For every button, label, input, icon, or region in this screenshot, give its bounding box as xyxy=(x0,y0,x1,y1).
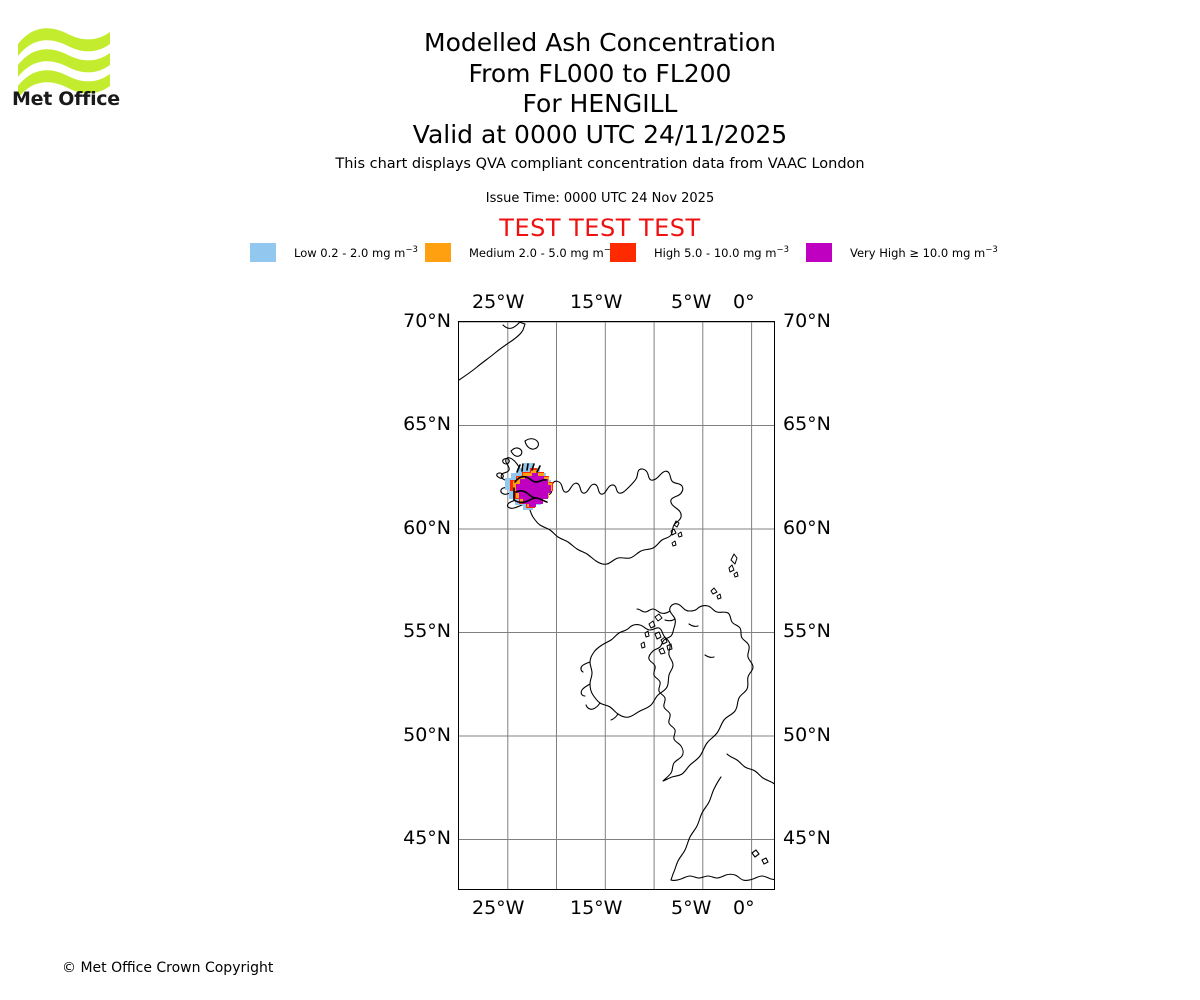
lat-label-left-45n: 45°N xyxy=(403,827,451,849)
lon-label-bottom-0: 0° xyxy=(733,897,755,919)
legend-swatch-low xyxy=(250,242,276,262)
chart-title-block: Modelled Ash Concentration From FL000 to… xyxy=(0,28,1200,150)
legend-label-high: High 5.0 - 10.0 mg m−3 xyxy=(654,244,789,260)
lon-label-bottom-25w: 25°W xyxy=(472,897,525,919)
qva-note: This chart displays QVA compliant concen… xyxy=(335,156,865,172)
title-volcano: For HENGILL xyxy=(522,89,678,118)
lon-label-top-5w: 5°W xyxy=(671,291,712,313)
lat-label-left-55n: 55°N xyxy=(403,620,451,642)
page-title: Modelled Ash Concentration xyxy=(424,28,776,57)
map-frame xyxy=(458,321,775,890)
map-canvas xyxy=(459,322,774,889)
legend-item-low: Low 0.2 - 2.0 mg m−3 xyxy=(250,240,418,264)
legend-swatch-very-high xyxy=(806,242,832,262)
test-banner: TEST TEST TEST xyxy=(499,214,701,242)
map-gridlines xyxy=(459,322,774,889)
lat-label-right-70n: 70°N xyxy=(783,310,831,332)
met-office-waves-icon xyxy=(18,28,110,98)
lat-label-right-55n: 55°N xyxy=(783,620,831,642)
coastline-scottish-isles xyxy=(640,613,673,655)
lat-label-right-65n: 65°N xyxy=(783,413,831,435)
lat-label-right-45n: 45°N xyxy=(783,827,831,849)
legend-item-medium: Medium 2.0 - 5.0 mg m−3 xyxy=(425,240,616,264)
legend-swatch-high xyxy=(610,242,636,262)
legend-item-high: High 5.0 - 10.0 mg m−3 xyxy=(610,240,789,264)
coastline-greenland xyxy=(459,322,526,381)
lat-label-left-60n: 60°N xyxy=(403,517,451,539)
lat-label-left-65n: 65°N xyxy=(403,413,451,435)
lon-label-bottom-5w: 5°W xyxy=(671,897,712,919)
lon-label-bottom-15w: 15°W xyxy=(570,897,623,919)
issue-time: Issue Time: 0000 UTC 24 Nov 2025 xyxy=(485,191,715,206)
lon-label-top-0: 0° xyxy=(733,291,755,313)
coastline-faroe-islands xyxy=(670,520,683,547)
met-office-wordmark: Met Office xyxy=(12,88,120,110)
legend-swatch-medium xyxy=(425,242,451,262)
coastline-great-britain xyxy=(636,603,754,782)
plume-band-very-high xyxy=(516,473,551,507)
legend-label-very-high: Very High ≥ 10.0 mg m−3 xyxy=(850,244,998,260)
met-office-logo xyxy=(12,20,132,115)
ash-plume xyxy=(505,463,553,510)
map-plot-area: 25°W 15°W 5°W 0° 25°W 15°W 5°W 0° 70°N 6… xyxy=(403,291,831,919)
legend-label-medium: Medium 2.0 - 5.0 mg m−3 xyxy=(469,245,616,260)
lat-label-left-70n: 70°N xyxy=(403,310,451,332)
lat-label-right-50n: 50°N xyxy=(783,724,831,746)
copyright-notice: © Met Office Crown Copyright xyxy=(62,960,274,976)
lon-label-top-25w: 25°W xyxy=(472,291,525,313)
lon-label-top-15w: 15°W xyxy=(570,291,623,313)
legend-item-very-high: Very High ≥ 10.0 mg m−3 xyxy=(806,240,998,264)
coastline-ireland xyxy=(580,624,674,721)
concentration-legend: Low 0.2 - 2.0 mg m−3 Medium 2.0 - 5.0 mg… xyxy=(250,240,998,264)
legend-label-low: Low 0.2 - 2.0 mg m−3 xyxy=(294,244,418,260)
coastline-continental-europe xyxy=(670,753,774,881)
plume-overlay-coastline xyxy=(513,463,548,504)
title-flight-levels: From FL000 to FL200 xyxy=(468,58,732,88)
lat-label-left-50n: 50°N xyxy=(403,724,451,746)
lat-label-right-60n: 60°N xyxy=(783,517,831,539)
title-valid-time: Valid at 0000 UTC 24/11/2025 xyxy=(412,119,788,149)
coastline-shetland-orkney xyxy=(710,553,739,600)
